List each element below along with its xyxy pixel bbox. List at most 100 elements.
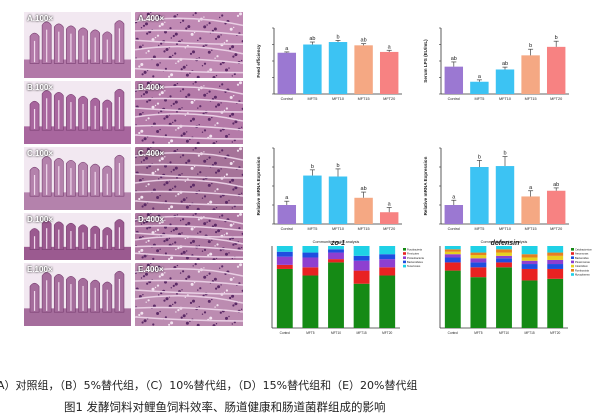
histology-image-a-100x: A.100× — [24, 12, 131, 78]
legend-swatch — [571, 256, 574, 259]
legend-swatch — [403, 260, 406, 264]
x-tick-label: MFT5 — [474, 227, 484, 231]
y-axis-label: Relative mRNA Expression — [423, 156, 428, 215]
bar-mft10 — [495, 166, 515, 224]
stack-segment-romboutsia — [470, 252, 487, 256]
stack-segment-aeromonas — [496, 262, 512, 268]
x-tick-label: MFT5 — [474, 331, 483, 335]
stack-segment-proteobacteria — [353, 260, 370, 271]
stack-segment-romboutsia — [496, 249, 512, 253]
chart-6 — [439, 246, 574, 329]
legend-label: Bacteroides — [575, 256, 589, 260]
histology-image-d-400x: D.400× — [135, 213, 243, 260]
legend-swatch — [571, 269, 574, 272]
stack-segment-fusobacteria — [328, 262, 344, 328]
legend-label: Firmicutes — [407, 252, 420, 256]
significance-letter: ab — [553, 182, 559, 188]
stack-segment-tenericutes — [353, 246, 370, 256]
bar-mft5 — [303, 175, 322, 224]
bar-mft15 — [354, 197, 373, 224]
stack-segment-tenericutes — [328, 246, 344, 250]
x-tick-label: Control — [448, 227, 460, 231]
stack-segment-bacteroidetes — [353, 255, 370, 261]
significance-letter: b — [529, 43, 532, 49]
chart-4 — [439, 147, 569, 225]
y-axis-label: Feed efficiency — [256, 44, 261, 78]
stack-segment-aeromonas — [521, 268, 538, 281]
stack-segment-tenericutes — [302, 246, 319, 253]
bar-control — [444, 205, 464, 224]
x-tick-label: Control — [280, 331, 291, 335]
histology-label: D.400× — [138, 215, 165, 224]
significance-letter: b — [336, 34, 339, 40]
bar-control — [277, 205, 297, 224]
legend-swatch — [571, 248, 574, 251]
significance-letter: ab — [361, 186, 367, 192]
legend-label: Romboutsia — [575, 268, 589, 272]
micrograph-texture — [135, 147, 243, 210]
bar-mft5 — [303, 44, 322, 94]
legend-label: Cetobacterium — [575, 247, 592, 251]
x-tick-label: MFT10 — [332, 97, 344, 101]
stack-segment-fusobacteria — [302, 275, 319, 328]
histology-image-a-400x: A.400× — [135, 12, 243, 78]
legend-swatch — [403, 248, 406, 251]
histology-label: B.400× — [138, 83, 165, 92]
bar-control — [277, 52, 297, 94]
histology-image-b-400x: B.400× — [135, 81, 243, 144]
micrograph-texture — [24, 219, 131, 260]
bar-mft20 — [546, 46, 566, 94]
x-tick-label: MFT20 — [383, 227, 395, 231]
significance-letter: ab — [309, 36, 315, 42]
micrograph-texture — [24, 154, 131, 210]
stack-segment-clostridium — [470, 255, 487, 259]
x-tick-label: MFT10 — [499, 97, 511, 101]
legend-swatch — [571, 273, 574, 276]
bar-mft5 — [470, 81, 489, 94]
bar-mft10 — [328, 42, 348, 94]
histology-label: E.100× — [27, 265, 53, 274]
stack-segment-aeromonas — [444, 262, 461, 271]
x-tick-label: MFT15 — [357, 331, 367, 335]
micrograph-texture — [135, 12, 243, 78]
legend-label: Clostridium — [575, 264, 588, 268]
x-tick-label: MFT5 — [474, 97, 484, 101]
legend-label: Fusobacteria — [407, 247, 423, 251]
stack-segment-proteobacteria — [328, 252, 344, 260]
x-tick-label: MFT20 — [383, 97, 395, 101]
histology-label: D.100× — [27, 215, 54, 224]
histology-image-e-400x: E.400× — [135, 263, 243, 326]
stack-segment-cetobacterium — [444, 270, 461, 328]
significance-letter: ab — [451, 56, 457, 62]
histology-image-e-100x: E.100× — [24, 263, 131, 326]
legend-swatch — [571, 252, 574, 255]
x-tick-label: MFT15 — [525, 331, 535, 335]
histology-label: B.100× — [27, 83, 54, 92]
histology-label: E.400× — [138, 265, 164, 274]
chart-3 — [272, 147, 402, 225]
histology-label: A.400× — [138, 14, 165, 23]
stack-segment-plesiomonas — [496, 255, 512, 259]
x-tick-label: MFT5 — [306, 331, 315, 335]
bar-mft15 — [521, 55, 540, 94]
micrograph-texture — [135, 213, 243, 260]
x-tick-label: MFT10 — [499, 331, 509, 335]
micrograph-texture — [135, 81, 243, 144]
significance-letter: a — [285, 46, 289, 52]
legend-swatch — [403, 252, 406, 255]
legend-label: Proteobacteria — [407, 256, 424, 260]
stack-segment-mycoplasma — [521, 246, 538, 255]
stack-segment-mycoplasma — [470, 246, 487, 253]
chart-2 — [439, 27, 569, 95]
stack-segment-bacteroides — [444, 257, 461, 263]
stack-segment-fusobacteria — [379, 275, 396, 328]
stack-segment-plesiomonas — [547, 259, 564, 265]
stack-segment-clostridium — [521, 257, 538, 261]
x-tick-label: Control — [448, 97, 460, 101]
stack-segment-tenericutes — [276, 246, 293, 252]
stack-segment-fusobacteria — [276, 268, 293, 328]
stack-segment-mycoplasma — [444, 246, 461, 250]
stack-segment-cetobacterium — [470, 277, 487, 328]
